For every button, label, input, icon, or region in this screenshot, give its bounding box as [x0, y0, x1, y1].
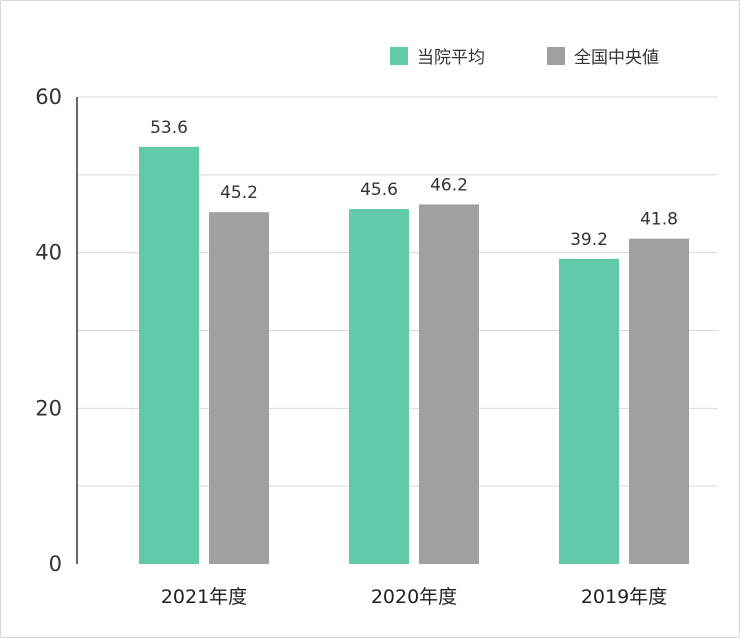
bar: [419, 204, 479, 564]
data-label: 46.2: [430, 175, 468, 195]
legend-swatch: [390, 47, 408, 65]
data-labels: 53.6 45.2 45.6 46.2 39.2 41.8: [150, 118, 678, 250]
legend: 当院平均 全国中央値: [390, 47, 659, 68]
bars: [139, 146, 689, 564]
x-tick-labels: 2021年度 2020年度 2019年度: [161, 586, 667, 608]
bar: [349, 209, 409, 564]
legend-label: 全国中央値: [574, 48, 659, 68]
y-tick-label: 40: [35, 241, 62, 265]
data-label: 39.2: [570, 230, 608, 250]
data-label: 45.2: [220, 183, 258, 203]
data-label: 53.6: [150, 118, 188, 138]
data-label: 41.8: [640, 210, 678, 230]
y-tick-label: 20: [35, 396, 62, 420]
y-tick-label: 60: [35, 85, 62, 109]
data-label: 45.6: [360, 180, 398, 200]
x-tick-label: 2019年度: [581, 586, 667, 608]
y-tick-label: 0: [49, 552, 62, 576]
legend-swatch: [547, 47, 565, 65]
bar: [629, 238, 689, 564]
bar: [139, 146, 199, 564]
x-tick-label: 2020年度: [371, 586, 457, 608]
bar: [559, 258, 619, 564]
bar: [209, 212, 269, 564]
x-tick-label: 2021年度: [161, 586, 247, 608]
legend-label: 当院平均: [417, 48, 485, 68]
y-tick-labels: 0 20 40 60: [35, 85, 62, 576]
